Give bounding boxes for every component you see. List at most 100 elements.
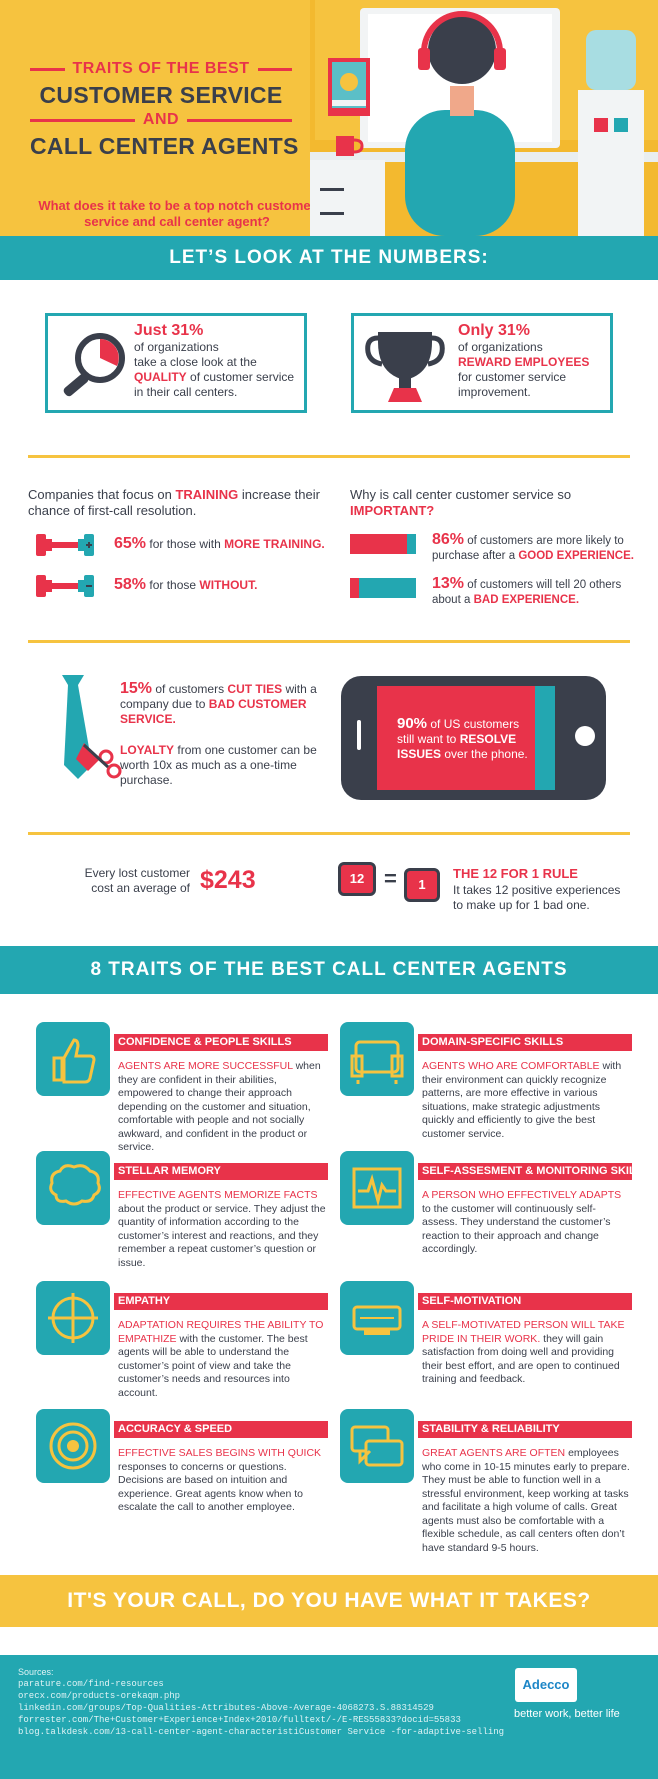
- training-hl: MORE TRAINING.: [224, 537, 325, 551]
- source-line[interactable]: orecx.com/products-orekaqm.php: [18, 1691, 181, 1701]
- quality-text-3: of customer service: [190, 370, 295, 384]
- trait-icon-box: [36, 1409, 110, 1483]
- chat-bubbles-icon: [350, 1425, 404, 1467]
- trait-lead: ADAPTATION REQUIRES THE ABILITY TO EMPAT…: [118, 1319, 324, 1345]
- trait-lead: GREAT AGENTS ARE OFTEN: [422, 1447, 566, 1459]
- important-row-2: 13% of customers will tell 20 others abo…: [432, 576, 642, 608]
- source-line[interactable]: blog.talkdesk.com/13-call-center-agent-c…: [18, 1727, 505, 1737]
- source-line[interactable]: forrester.com/The+Customer+Experience+In…: [18, 1715, 461, 1725]
- trait-title: STABILITY & RELIABILITY: [418, 1421, 632, 1438]
- loyalty-body: from one customer can be worth 10x as mu…: [120, 743, 317, 787]
- brain-icon: [49, 1164, 101, 1206]
- training-row-1: 65% for those with MORE TRAINING.: [114, 535, 325, 553]
- call-heading: IT'S YOUR CALL, DO YOU HAVE WHAT IT TAKE…: [67, 1589, 591, 1612]
- trait-body: EFFECTIVE SALES BEGINS WITH QUICK respon…: [36, 1447, 326, 1515]
- trait-icon-box: [340, 1409, 414, 1483]
- target-icon: [49, 1422, 97, 1470]
- title-and: AND: [142, 111, 180, 128]
- trait-icon-box: [340, 1281, 414, 1355]
- quality-highlight: QUALITY: [134, 370, 187, 384]
- training-section: Companies that focus on TRAINING increas…: [28, 487, 328, 519]
- thumbs-down-rule: 1: [404, 868, 440, 902]
- training-row-2: 58% for those WITHOUT.: [114, 576, 257, 594]
- section-divider: [28, 832, 630, 835]
- thumbs-up-icon: [52, 1038, 96, 1084]
- stat-quality-box: Just 31% of organizations take a close l…: [45, 313, 307, 413]
- trait-title: CONFIDENCE & PEOPLE SKILLS: [114, 1034, 328, 1051]
- trait-icon-box: [36, 1281, 110, 1355]
- source-line[interactable]: linkedin.com/groups/Top-Qualities-Attrib…: [18, 1703, 434, 1713]
- title-bottom: CALL CENTER AGENTS: [30, 133, 299, 159]
- title-rule: [187, 118, 293, 122]
- trait-text: employees who come in 10-15 minutes earl…: [422, 1447, 630, 1554]
- trait-text: responses to concerns or questions. Deci…: [118, 1460, 304, 1514]
- trait-text: with the customer. The best agents will …: [118, 1332, 308, 1399]
- heartbeat-monitor-icon: [352, 1167, 402, 1209]
- tie-scissors-icon: [62, 675, 122, 779]
- cut-ties-hl: CUT TIES: [227, 682, 283, 696]
- training-heading-pre: Companies that focus on: [28, 487, 172, 502]
- trait-title: EMPATHY: [114, 1293, 328, 1310]
- trait-title: SELF-MOTIVATION: [418, 1293, 632, 1310]
- thumbs-up-rule: 12: [338, 862, 376, 896]
- rule-text: It takes 12 positive experiences to make…: [453, 883, 621, 912]
- magnifier-icon: [63, 333, 125, 397]
- trait-body: A PERSON WHO EFFECTIVELY ADAPTS to the c…: [340, 1189, 630, 1257]
- trait-lead: EFFECTIVE AGENTS MEMORIZE FACTS: [118, 1189, 318, 1201]
- quality-text-2: take a close look at the: [134, 355, 257, 369]
- trait-text: to the customer will continuously self-a…: [422, 1202, 611, 1256]
- brand-tagline: better work, better life: [514, 1708, 620, 1720]
- crosshair-icon: [48, 1293, 98, 1343]
- phone-text-2: over the phone.: [444, 747, 528, 761]
- important-text: of customers will tell 20 others about a: [432, 579, 622, 606]
- trait-title: ACCURACY & SPEED: [114, 1421, 328, 1438]
- header: TRAITS OF THE BEST CUSTOMER SERVICE AND …: [0, 0, 658, 236]
- stat-reward-box: Only 31% of organizations REWARD EMPLOYE…: [351, 313, 613, 413]
- title-top: TRAITS OF THE BEST: [72, 60, 250, 77]
- sources: Sources: parature.com/find-resources ore…: [18, 1666, 504, 1738]
- cut-ties-pct: 15%: [120, 680, 153, 697]
- bar-13-fill: [350, 578, 359, 598]
- bar-86-fill: [350, 534, 407, 554]
- trait-icon-box: [340, 1022, 414, 1096]
- trait-text: about the product or service. They adjus…: [118, 1202, 326, 1269]
- important-section: Why is call center customer service so I…: [350, 487, 610, 519]
- trait-text: they will gain satisfaction from doing w…: [422, 1332, 620, 1386]
- phone-pct: 90%: [397, 715, 428, 732]
- loyalty-text: LOYALTY from one customer can be worth 1…: [120, 743, 320, 788]
- phone-graphic: 90% of US customers still want to RESOLV…: [341, 676, 606, 800]
- quality-lead: Just 31%: [134, 322, 204, 339]
- quality-text-4: in their call centers.: [134, 385, 238, 399]
- important-pct: 13%: [432, 575, 465, 592]
- important-heading-pre: Why is call center customer service so: [350, 487, 572, 502]
- section-divider: [28, 640, 630, 643]
- reward-text-1: of organizations: [458, 340, 543, 354]
- important-pct: 86%: [432, 531, 465, 548]
- trait-body: EFFECTIVE AGENTS MEMORIZE FACTS about th…: [36, 1189, 326, 1270]
- title-rule: [30, 118, 135, 122]
- section-divider: [28, 455, 630, 458]
- traits-band: 8 TRAITS OF THE BEST CALL CENTER AGENTS: [0, 946, 658, 994]
- cut-ties-text-2: with a company due to: [120, 682, 317, 711]
- trait-lead: AGENTS WHO ARE COMFORTABLE: [422, 1060, 600, 1072]
- reward-text-3: improvement.: [458, 385, 531, 399]
- trait-lead: EFFECTIVE SALES BEGINS WITH QUICK: [118, 1447, 322, 1459]
- trait-icon-box: [340, 1151, 414, 1225]
- source-line[interactable]: parature.com/find-resources: [18, 1679, 164, 1689]
- trait-title: STELLAR MEMORY: [114, 1163, 328, 1180]
- title-rule: [30, 67, 65, 71]
- numbers-band: LET’S LOOK AT THE NUMBERS:: [0, 236, 658, 280]
- brand-name: Adecco: [522, 1677, 570, 1692]
- important-text: of customers are more likely to purchase…: [432, 535, 624, 562]
- reward-highlight: REWARD EMPLOYEES: [458, 355, 590, 369]
- bar-86: [350, 534, 416, 554]
- agent-illustration: [310, 0, 658, 236]
- phone-home-button: [575, 726, 595, 746]
- important-row-1: 86% of customers are more likely to purc…: [432, 532, 642, 564]
- snooze-clock-icon: [352, 1305, 402, 1335]
- important-hl: GOOD EXPERIENCE.: [518, 550, 634, 562]
- training-heading-hl: TRAINING: [175, 487, 239, 502]
- trait-lead: A PERSON WHO EFFECTIVELY ADAPTS: [422, 1189, 622, 1201]
- numbers-heading: LET’S LOOK AT THE NUMBERS:: [169, 247, 489, 268]
